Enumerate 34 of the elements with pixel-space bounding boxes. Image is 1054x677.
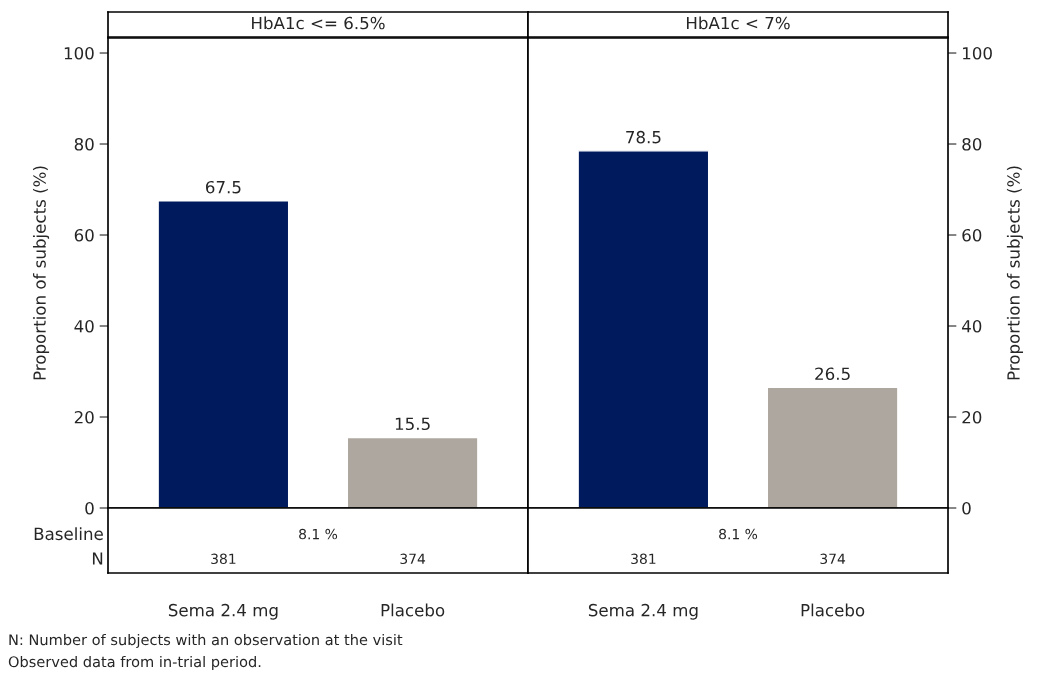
y-tick-label: 60 [962,228,982,242]
data-label: 67.5 [206,180,241,194]
text: N [92,552,103,565]
data-label: 26.5 [815,367,850,381]
y-tick-label: 0 [962,501,971,515]
x-tick-label: Sema 2.4 mg [588,603,698,620]
y-tick-label: 80 [962,137,982,151]
x-tick-label: Sema 2.4 mg [168,603,278,620]
x-tick-label: Placebo [801,603,865,617]
y-tick-label: 40 [74,319,94,333]
y-tick-label: 20 [74,410,94,424]
text: 381 [211,553,236,565]
text: 374 [400,553,426,565]
data-label: 15.5 [395,417,430,431]
y-tick-label: 40 [962,319,982,333]
y-tick-label: 20 [962,410,982,424]
text: 381 [631,553,656,565]
y-tick-label: 60 [74,228,94,242]
text: N: Number of subjects with an observation at the visit [9,633,403,649]
text: 374 [820,553,846,565]
text: Observed data from in-trial period. [8,655,261,671]
text: 8.1 % [299,528,338,540]
chart-title: HbA1c < 7% [686,16,790,30]
y-tick-label: 100 [963,46,992,60]
text: Baseline [34,527,103,541]
y-tick-label: 100 [64,46,94,60]
y-tick-label: 0 [85,501,94,515]
x-tick-label: Placebo [381,603,445,617]
chart-title: HbA1c <= 6.5% [252,16,385,30]
y-tick-label: 80 [74,137,94,151]
y-axis-title: Proportion of subjects (%) [1006,166,1024,380]
text: 8.1 % [719,528,758,540]
y-axis-title: Proportion of subjects (%) [32,166,50,380]
data-label: 78.5 [626,130,661,144]
